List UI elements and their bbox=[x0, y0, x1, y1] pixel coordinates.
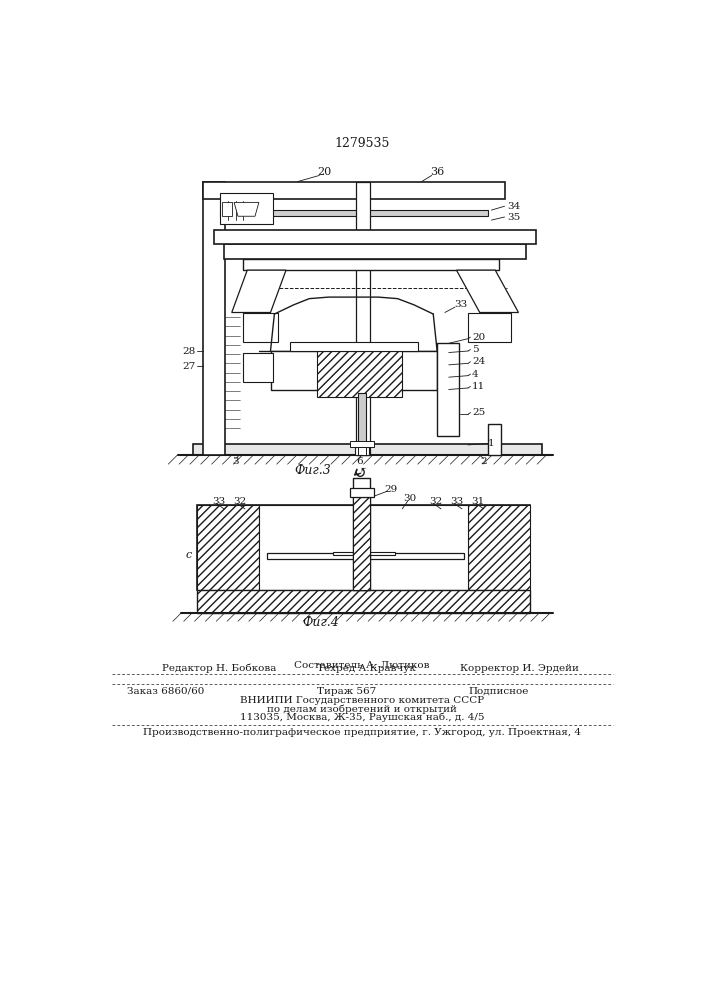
Text: Фиг.3: Фиг.3 bbox=[295, 464, 332, 477]
Bar bbox=[271, 351, 437, 389]
Text: Тираж 567: Тираж 567 bbox=[317, 687, 376, 696]
Text: 33: 33 bbox=[450, 497, 463, 506]
Bar bbox=[354, 497, 370, 590]
Bar bbox=[358, 393, 366, 455]
Bar bbox=[243, 353, 273, 382]
Text: 11: 11 bbox=[472, 382, 485, 391]
Text: 29: 29 bbox=[384, 485, 397, 494]
Bar bbox=[220, 210, 488, 216]
Bar bbox=[214, 230, 535, 244]
Text: 20: 20 bbox=[472, 333, 485, 342]
Bar bbox=[197, 505, 259, 590]
Text: ↺: ↺ bbox=[354, 465, 368, 482]
Text: c: c bbox=[186, 550, 192, 560]
Text: Корректор И. Эрдейи: Корректор И. Эрдейи bbox=[460, 664, 579, 673]
Text: 4: 4 bbox=[472, 370, 479, 379]
Text: 1279535: 1279535 bbox=[334, 137, 390, 150]
Text: 35: 35 bbox=[507, 213, 520, 222]
Polygon shape bbox=[232, 270, 286, 312]
Text: 5: 5 bbox=[472, 345, 479, 354]
Bar bbox=[197, 505, 530, 590]
Text: 34: 34 bbox=[507, 202, 520, 211]
Text: 1: 1 bbox=[488, 439, 495, 448]
Bar bbox=[351, 488, 373, 497]
Bar bbox=[354, 478, 370, 590]
Text: 36: 36 bbox=[430, 167, 444, 177]
Text: 25: 25 bbox=[472, 408, 485, 417]
Text: 24: 24 bbox=[472, 357, 485, 366]
Text: 20: 20 bbox=[317, 167, 332, 177]
Bar bbox=[488, 424, 501, 455]
Text: Подписное: Подписное bbox=[468, 687, 529, 696]
Text: Редактор Н. Бобкова: Редактор Н. Бобкова bbox=[162, 663, 276, 673]
Text: Производственно-полиграфическое предприятие, г. Ужгород, ул. Проектная, 4: Производственно-полиграфическое предприя… bbox=[143, 728, 581, 737]
Bar bbox=[259, 505, 468, 590]
Text: по делам изобретений и открытий: по делам изобретений и открытий bbox=[267, 704, 457, 714]
Text: 28: 28 bbox=[182, 347, 195, 356]
Text: 2: 2 bbox=[480, 457, 487, 466]
Bar bbox=[243, 312, 279, 342]
Bar bbox=[203, 182, 225, 455]
Bar bbox=[220, 193, 273, 224]
Text: Составитель А. Лютиков: Составитель А. Лютиков bbox=[294, 661, 430, 670]
Polygon shape bbox=[457, 270, 518, 312]
Text: 31: 31 bbox=[472, 497, 485, 506]
Text: 32: 32 bbox=[233, 497, 246, 506]
Text: 33: 33 bbox=[454, 300, 467, 309]
Bar bbox=[290, 342, 418, 351]
Text: 30: 30 bbox=[404, 494, 416, 503]
Bar bbox=[203, 182, 506, 199]
Bar bbox=[355, 447, 369, 455]
Bar bbox=[243, 259, 499, 270]
Bar bbox=[351, 441, 373, 447]
Bar bbox=[356, 182, 370, 455]
Bar bbox=[468, 505, 530, 590]
Text: 6: 6 bbox=[356, 457, 363, 466]
Bar bbox=[437, 343, 459, 436]
Text: Заказ 6860/60: Заказ 6860/60 bbox=[127, 687, 204, 696]
Text: Техред А.Кравчук: Техред А.Кравчук bbox=[317, 664, 416, 673]
Text: 33: 33 bbox=[212, 497, 226, 506]
Bar bbox=[224, 244, 526, 259]
Polygon shape bbox=[234, 202, 259, 216]
Bar bbox=[358, 447, 366, 455]
Bar bbox=[197, 590, 530, 613]
Bar bbox=[267, 553, 464, 559]
Text: 27: 27 bbox=[182, 362, 195, 371]
Text: Фиг.4: Фиг.4 bbox=[303, 616, 339, 629]
Text: 32: 32 bbox=[429, 497, 442, 506]
Text: 113035, Москва, Ж-35, Раушская наб., д. 4/5: 113035, Москва, Ж-35, Раушская наб., д. … bbox=[240, 713, 484, 722]
Bar bbox=[193, 444, 542, 455]
Bar bbox=[332, 552, 395, 555]
Text: 3: 3 bbox=[233, 457, 239, 466]
Bar bbox=[468, 312, 510, 342]
Text: ВНИИПИ Государственного комитета СССР: ВНИИПИ Государственного комитета СССР bbox=[240, 696, 484, 705]
Polygon shape bbox=[222, 202, 232, 216]
Bar bbox=[317, 351, 402, 397]
